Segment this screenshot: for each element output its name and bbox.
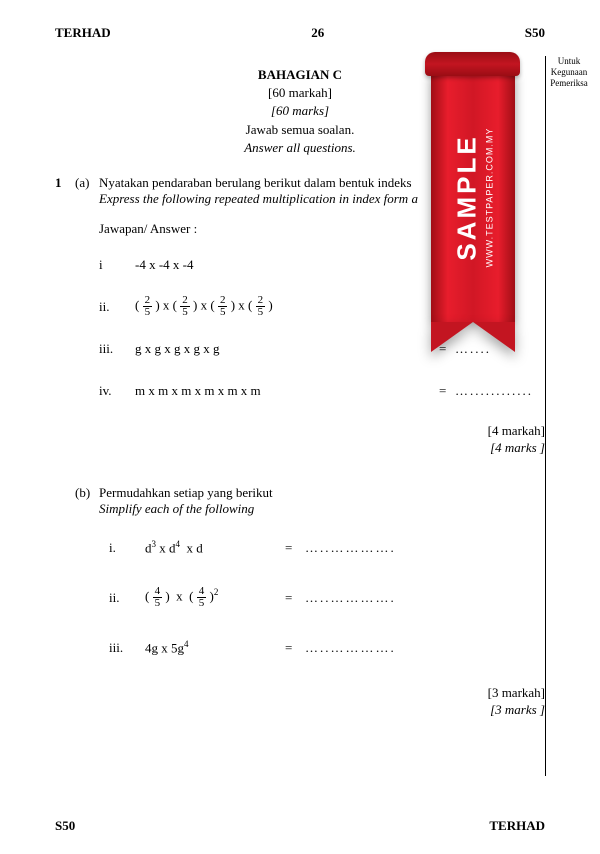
equals: = — [285, 540, 305, 556]
expr: ( 25 ) x ( 25 ) x ( 25 ) x ( 25 ) — [135, 295, 439, 318]
expr: g x g x g x g x g — [135, 341, 439, 357]
page-number: 26 — [311, 25, 324, 41]
marks-my: [4 markah] — [55, 423, 545, 440]
answer-blank: …..…………. — [305, 640, 425, 656]
roman: iii. — [99, 341, 135, 357]
roman: ii. — [109, 590, 145, 606]
roman: i. — [109, 540, 145, 556]
ribbon-roll — [425, 52, 520, 76]
marks-my: [3 markah] — [55, 685, 545, 702]
equals: = — [439, 383, 455, 399]
marks-en: [3 marks ] — [55, 702, 545, 719]
marks-en: [4 marks ] — [55, 440, 545, 457]
expr: -4 x -4 x -4 — [135, 257, 439, 273]
partb-items: i. d3 x d4 x d = …..…………. ii. ( 45 ) x (… — [55, 535, 545, 661]
ribbon-big: SAMPLE — [451, 127, 482, 267]
examiner-note: Untuk Kegunaan Pemeriksa — [544, 56, 594, 88]
item-row: ii. ( 45 ) x ( 45 )2 = …..…………. — [109, 585, 545, 611]
header-right: S50 — [525, 25, 545, 41]
expr: 4g x 5g4 — [145, 639, 285, 656]
margin-rule — [545, 56, 546, 776]
q-sub-a: (a) — [75, 175, 99, 207]
answer-blank: …..…………. — [305, 540, 425, 556]
ribbon-small: WWW.TESTPAPER.COM.MY — [484, 127, 494, 267]
ribbon-body: SAMPLE WWW.TESTPAPER.COM.MY — [431, 72, 515, 322]
page-footer: S50 TERHAD — [55, 818, 545, 834]
page-header: TERHAD 26 S50 — [55, 25, 545, 41]
expr: ( 45 ) x ( 45 )2 — [145, 586, 285, 609]
equals: = — [285, 640, 305, 656]
expr: d3 x d4 x d — [145, 539, 285, 556]
q-body: Permudahkan setiap yang berikut Simplify… — [99, 485, 545, 517]
item-row: i. d3 x d4 x d = …..…………. — [109, 535, 545, 561]
sample-ribbon: SAMPLE WWW.TESTPAPER.COM.MY — [425, 52, 520, 362]
question-1b: (b) Permudahkan setiap yang berikut Simp… — [75, 485, 545, 517]
answer-blank: …............ — [455, 383, 545, 399]
roman: ii. — [99, 299, 135, 315]
item-row: iii. 4g x 5g4 = …..…………. — [109, 635, 545, 661]
q1b-text-my: Permudahkan setiap yang berikut — [99, 485, 545, 501]
answer-blank: …..…………. — [305, 590, 425, 606]
footer-right: TERHAD — [489, 818, 545, 834]
marks-b: [3 markah] [3 marks ] — [55, 685, 545, 719]
q-number: 1 — [55, 175, 75, 207]
marks-a: [4 markah] [4 marks ] — [55, 423, 545, 457]
expr: m x m x m x m x m x m — [135, 383, 439, 399]
q-sub-b: (b) — [75, 485, 99, 517]
header-left: TERHAD — [55, 25, 111, 41]
ribbon-text: SAMPLE WWW.TESTPAPER.COM.MY — [451, 127, 494, 267]
equals: = — [285, 590, 305, 606]
roman: iii. — [109, 640, 145, 656]
ribbon-tail — [431, 322, 515, 352]
q1b-text-en: Simplify each of the following — [99, 501, 545, 517]
item-row: iv. m x m x m x m x m x m = …...........… — [99, 377, 545, 405]
footer-left: S50 — [55, 818, 75, 834]
roman: i — [99, 257, 135, 273]
roman: iv. — [99, 383, 135, 399]
